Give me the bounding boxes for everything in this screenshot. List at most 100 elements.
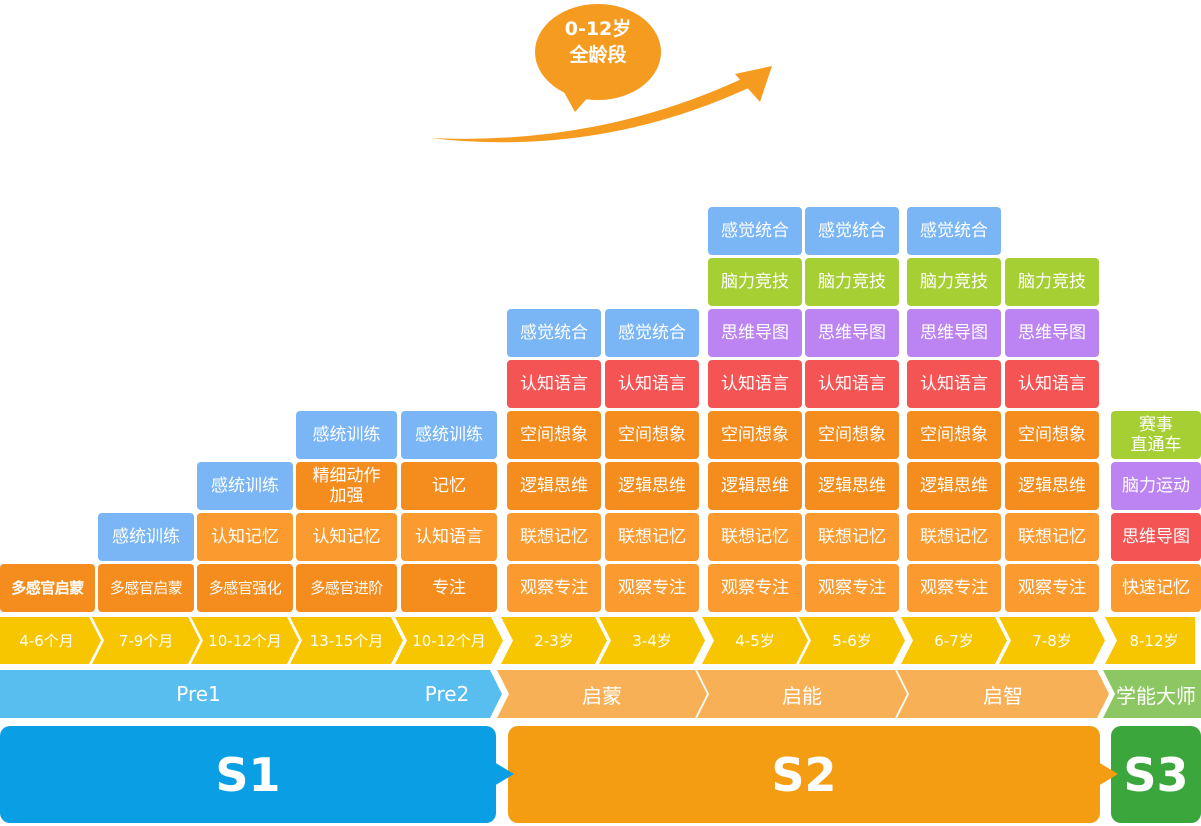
- bubble-line-2: 全龄段: [569, 44, 627, 66]
- course-block: 空间想象: [605, 411, 699, 459]
- course-block: 逻辑思维: [507, 462, 601, 510]
- ages-label: 3-4岁: [632, 632, 672, 650]
- ages-label: 8-12岁: [1129, 632, 1179, 650]
- course-block: 认知记忆: [197, 513, 293, 561]
- course-block: 认知语言: [401, 513, 497, 561]
- course-block: 空间想象: [708, 411, 802, 459]
- ages-segment: [999, 617, 1105, 664]
- course-block: 快速记忆: [1111, 564, 1201, 612]
- course-block: 脑力竞技: [907, 258, 1001, 306]
- phases-label: Pre2: [424, 682, 470, 706]
- course-block: 多感官启蒙: [98, 564, 194, 612]
- course-block: 观察专注: [1005, 564, 1099, 612]
- ages-label: 2-3岁: [534, 632, 574, 650]
- ages-segment: [290, 617, 403, 664]
- course-block: 认知语言: [708, 360, 802, 408]
- course-block: 认知记忆: [296, 513, 397, 561]
- phases-segment: [497, 670, 707, 718]
- ages-label: 7-8岁: [1032, 632, 1072, 650]
- course-block: 空间想象: [907, 411, 1001, 459]
- course-block: 感统训练: [296, 411, 397, 459]
- course-block: 观察专注: [805, 564, 899, 612]
- ages-label: 6-7岁: [934, 632, 974, 650]
- ages-segment: [702, 617, 808, 664]
- course-block: 脑力竞技: [805, 258, 899, 306]
- ages-segment: [191, 617, 299, 664]
- course-block: 思维导图: [805, 309, 899, 357]
- ages-segment: [0, 617, 101, 664]
- course-block: 思维导图: [907, 309, 1001, 357]
- course-block: 脑力竞技: [1005, 258, 1099, 306]
- ages-label: 10-12个月: [208, 632, 282, 650]
- ages-label: 4-6个月: [19, 632, 74, 650]
- course-block: 逻辑思维: [605, 462, 699, 510]
- course-block: 感觉统合: [507, 309, 601, 357]
- course-block: 逻辑思维: [907, 462, 1001, 510]
- course-block: 认知语言: [507, 360, 601, 408]
- course-block: 专注: [401, 564, 497, 612]
- course-block: 空间想象: [1005, 411, 1099, 459]
- phases-label: 启蒙: [582, 683, 622, 708]
- course-block: 观察专注: [907, 564, 1001, 612]
- course-block: 认知语言: [605, 360, 699, 408]
- course-block: 认知语言: [907, 360, 1001, 408]
- phases-label: 学能大师: [1116, 683, 1196, 708]
- course-block: 多感官启蒙: [0, 564, 95, 612]
- course-block: 感统训练: [98, 513, 194, 561]
- stage-connector-arrow: [494, 762, 514, 786]
- bubble-label: 0-12岁 全龄段: [538, 16, 658, 68]
- course-block: 空间想象: [805, 411, 899, 459]
- course-block: 感觉统合: [708, 207, 802, 255]
- phases-label: Pre1: [176, 682, 221, 706]
- ages-label: 5-6岁: [832, 632, 872, 650]
- bubble-line-1: 0-12岁: [564, 18, 632, 40]
- course-block: 脑力运动: [1111, 462, 1201, 510]
- course-block: 联想记忆: [708, 513, 802, 561]
- phases-segment: [897, 670, 1109, 718]
- course-block: 思维导图: [708, 309, 802, 357]
- course-block: 思维导图: [1005, 309, 1099, 357]
- ages-label: 10-12个月: [412, 632, 486, 650]
- course-block: 联想记忆: [805, 513, 899, 561]
- ages-label: 4-5岁: [735, 632, 775, 650]
- phases-segment: [392, 670, 502, 718]
- course-block: 感觉统合: [805, 207, 899, 255]
- phases-label: 启能: [782, 683, 822, 708]
- course-block: 认知语言: [805, 360, 899, 408]
- course-block: 认知语言: [1005, 360, 1099, 408]
- course-block: 感统训练: [197, 462, 293, 510]
- phases-segment: [1103, 670, 1201, 718]
- course-block: 观察专注: [708, 564, 802, 612]
- course-block: 联想记忆: [507, 513, 601, 561]
- course-block: 联想记忆: [907, 513, 1001, 561]
- phases-label: 启智: [983, 683, 1023, 708]
- ages-segment: [501, 617, 607, 664]
- course-block: 联想记忆: [1005, 513, 1099, 561]
- course-block: 精细动作 加强: [296, 462, 397, 510]
- ages-segment: [599, 617, 705, 664]
- stage-1-block: S1: [0, 726, 496, 823]
- course-block: 赛事 直通车: [1111, 411, 1201, 459]
- stage-2-block: S2: [508, 726, 1100, 823]
- course-block: 逻辑思维: [805, 462, 899, 510]
- course-block: 观察专注: [605, 564, 699, 612]
- course-block: 感觉统合: [907, 207, 1001, 255]
- course-block: 观察专注: [507, 564, 601, 612]
- course-block: 联想记忆: [605, 513, 699, 561]
- course-block: 脑力竞技: [708, 258, 802, 306]
- course-block: 逻辑思维: [708, 462, 802, 510]
- course-block: 感觉统合: [605, 309, 699, 357]
- ages-label: 7-9个月: [118, 632, 174, 650]
- course-block: 思维导图: [1111, 513, 1201, 561]
- phases-segment: [697, 670, 907, 718]
- phases-segment: [0, 670, 405, 718]
- stage-3-block: S3: [1111, 726, 1201, 823]
- stage-connector-arrow: [1098, 762, 1118, 786]
- course-block: 感统训练: [401, 411, 497, 459]
- ages-segment: [92, 617, 200, 664]
- ages-segment: [395, 617, 503, 664]
- course-block: 多感官进阶: [296, 564, 397, 612]
- ages-segment: [901, 617, 1007, 664]
